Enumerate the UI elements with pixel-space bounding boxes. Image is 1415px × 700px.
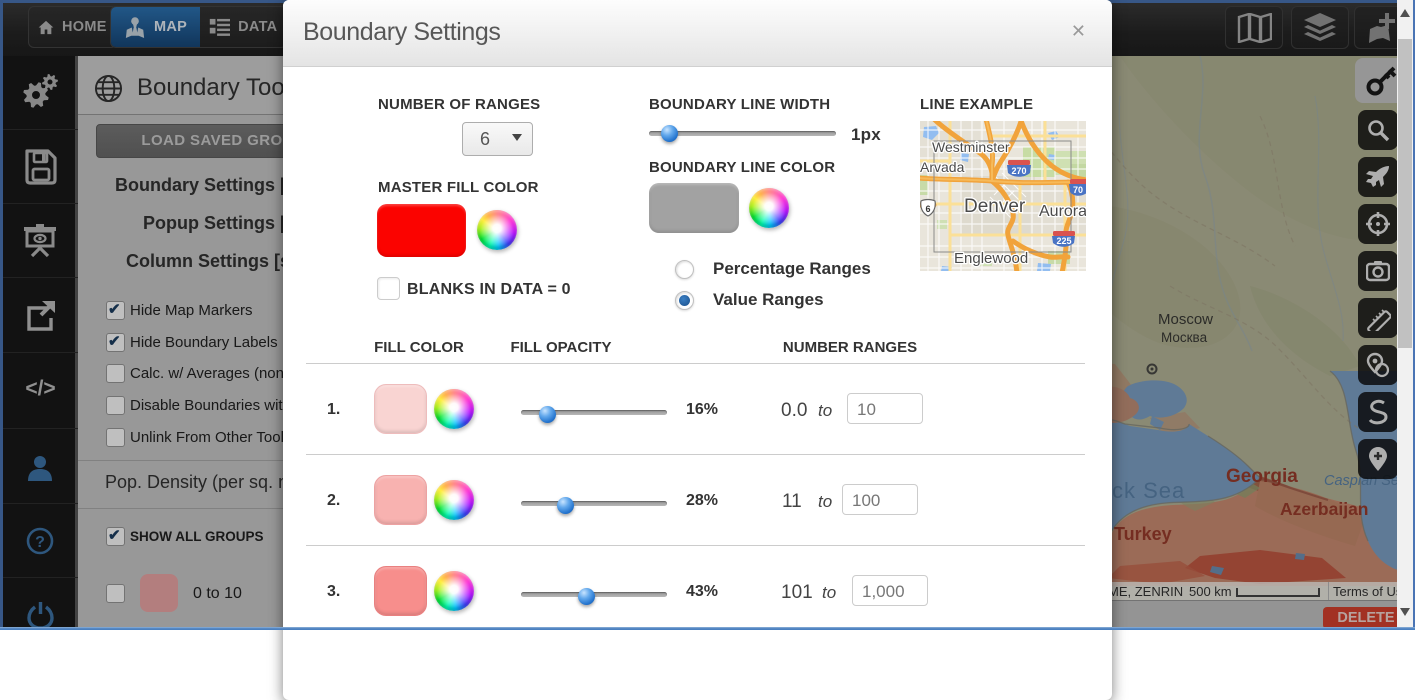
svg-text:Georgia: Georgia xyxy=(1226,466,1298,487)
svg-text:6: 6 xyxy=(925,204,930,214)
svg-text:Turkey: Turkey xyxy=(1114,524,1172,544)
svg-text:Denver: Denver xyxy=(964,196,1026,217)
svg-text:?: ? xyxy=(35,534,45,551)
svg-text:ck Sea: ck Sea xyxy=(1112,478,1185,503)
svg-text:Aurora: Aurora xyxy=(1039,203,1086,220)
svg-text:70: 70 xyxy=(1073,185,1083,195)
svg-text:Москва: Москва xyxy=(1161,330,1208,345)
svg-text:Azerbaijan: Azerbaijan xyxy=(1280,499,1369,519)
svg-text:Moscow: Moscow xyxy=(1158,311,1213,328)
svg-text:Westminster: Westminster xyxy=(932,139,1010,155)
svg-text:270: 270 xyxy=(1011,166,1026,176)
svg-text:Arvada: Arvada xyxy=(920,159,965,175)
svg-text:225: 225 xyxy=(1056,236,1071,246)
svg-text:Englewood: Englewood xyxy=(954,250,1028,267)
